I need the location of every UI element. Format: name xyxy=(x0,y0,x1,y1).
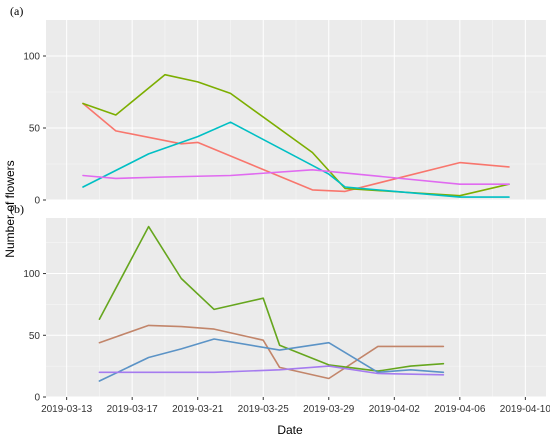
y-tick-label: 0 xyxy=(34,196,40,207)
series-line-3 xyxy=(82,121,510,198)
x-tick-label: 2019-03-13 xyxy=(41,404,93,415)
x-tick-label: 2019-03-21 xyxy=(172,404,224,415)
y-tick-label: 50 xyxy=(29,331,41,342)
panel-tag: (b) xyxy=(10,202,24,216)
series-line-3 xyxy=(98,338,445,382)
panels: 0 50 100 (a) 0 50 100 (b) xyxy=(10,4,546,404)
x-tick-label: 2019-04-02 xyxy=(369,404,421,415)
series-line-4 xyxy=(98,365,445,376)
x-tick-label: 2019-03-25 xyxy=(238,404,290,415)
x-tick-label: 2019-03-29 xyxy=(303,404,355,415)
y-axis-title: Number of flowers xyxy=(3,160,17,257)
y-tick-label: 100 xyxy=(23,52,40,63)
series-line-1 xyxy=(82,102,510,193)
x-tick-label: 2019-04-06 xyxy=(434,404,486,415)
panel-1: 0 50 100 (a) xyxy=(10,4,546,207)
series-line-2 xyxy=(98,225,445,372)
y-tick-label: 0 xyxy=(34,393,40,404)
series-line-1 xyxy=(98,324,445,380)
x-axis-title: Date xyxy=(277,423,303,437)
y-tick-label: 100 xyxy=(23,269,40,280)
x-axis: 2019-03-13 2019-03-17 2019-03-21 2019-03-25… xyxy=(41,397,550,415)
panel-2: 0 50 100 (b) xyxy=(10,202,546,404)
x-tick-label: 2019-04-10 xyxy=(500,404,550,415)
y-tick-label: 50 xyxy=(29,124,41,135)
x-tick-label: 2019-03-17 xyxy=(107,404,159,415)
panel-tag: (a) xyxy=(10,4,23,18)
series-line-4 xyxy=(82,169,510,185)
